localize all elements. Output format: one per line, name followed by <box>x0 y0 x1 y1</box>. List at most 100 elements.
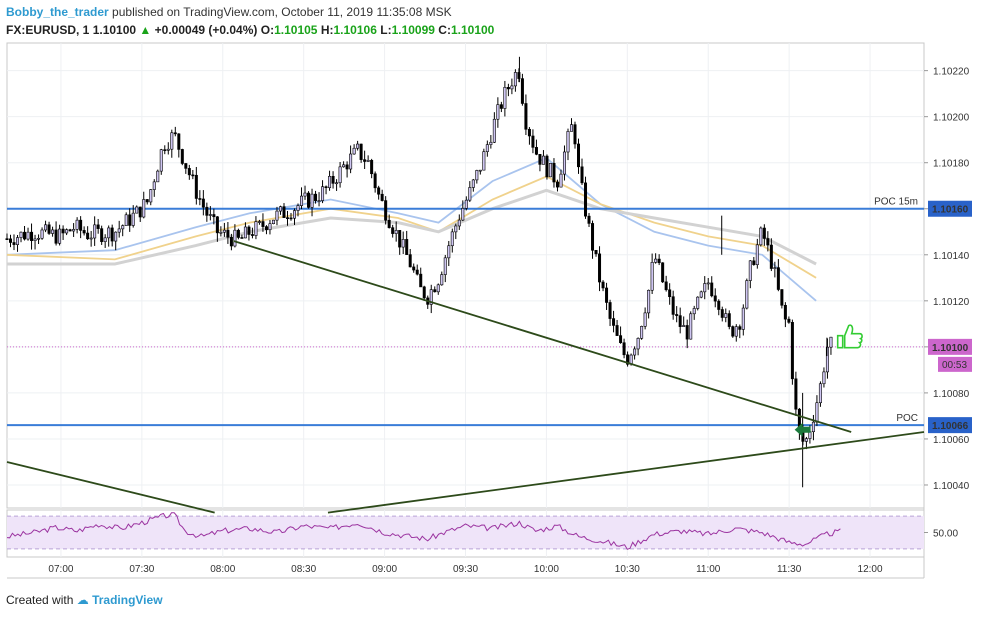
left-arrow-icon <box>794 422 811 437</box>
symbol-info: FX:EURUSD, 1 1.10100 ▲ +0.00049 (+0.04%)… <box>6 23 494 37</box>
candle <box>457 219 461 227</box>
tradingview-link[interactable]: TradingView <box>92 593 163 607</box>
candle <box>384 200 388 221</box>
candle <box>489 141 493 145</box>
y-tick-label: 1.10200 <box>933 113 970 124</box>
candle <box>335 182 339 185</box>
candle <box>338 166 342 184</box>
candle <box>443 257 447 275</box>
candle <box>555 181 559 188</box>
x-tick-label: 07:00 <box>48 564 73 575</box>
candle <box>271 219 275 224</box>
candle <box>229 236 233 247</box>
moving-average-line <box>7 188 817 266</box>
candle <box>19 231 23 238</box>
last-price: 1.10100 <box>92 23 137 37</box>
candle <box>149 189 153 203</box>
candle <box>264 226 268 231</box>
candle <box>534 147 538 155</box>
open-label: O: <box>260 23 275 37</box>
candle <box>236 229 240 238</box>
up-arrow-icon: ▲ <box>139 23 152 37</box>
candle <box>282 206 286 218</box>
candle <box>685 325 689 340</box>
candle <box>773 267 777 269</box>
high-label: H: <box>320 23 334 37</box>
candle <box>191 174 195 177</box>
y-tick-label: 1.10140 <box>933 251 970 262</box>
candle <box>703 283 707 293</box>
candle <box>121 225 125 230</box>
candle <box>734 326 738 337</box>
candle <box>745 280 749 309</box>
candle <box>275 210 279 221</box>
author-name[interactable]: Bobby_the_trader <box>6 5 109 19</box>
candle <box>657 258 661 264</box>
candle <box>398 230 402 248</box>
candle <box>373 173 377 189</box>
candle <box>622 342 626 356</box>
candle <box>419 273 423 288</box>
candle <box>296 205 300 211</box>
close-label: C: <box>438 23 451 37</box>
candle <box>156 170 160 183</box>
candle <box>257 221 261 223</box>
candle <box>184 163 188 169</box>
candle <box>324 186 328 189</box>
level-label: POC <box>896 413 918 424</box>
candle <box>790 322 794 380</box>
rsi-line <box>6 512 841 550</box>
level-price-tag <box>928 200 972 217</box>
candle <box>142 199 146 218</box>
candle <box>566 131 570 153</box>
candle <box>9 238 13 243</box>
candle <box>559 173 563 188</box>
candle <box>198 198 202 200</box>
candle <box>380 193 384 201</box>
candle <box>30 231 34 241</box>
candle <box>668 289 672 298</box>
tradingview-logo-icon: ☁ <box>76 593 89 607</box>
candle <box>478 169 482 172</box>
candle <box>177 133 181 150</box>
candle <box>717 300 721 310</box>
candle <box>79 219 83 231</box>
candle <box>208 214 212 216</box>
trendline <box>6 461 215 514</box>
candle <box>117 228 121 233</box>
candle <box>47 224 51 234</box>
candle <box>762 227 766 239</box>
candle <box>345 164 349 170</box>
candle <box>226 229 230 238</box>
candle <box>580 166 584 184</box>
candle <box>359 143 363 160</box>
candle <box>720 309 724 318</box>
x-tick-label: 08:00 <box>210 564 235 575</box>
candle <box>531 135 535 148</box>
candle <box>254 221 258 236</box>
candle <box>636 337 640 350</box>
candle <box>724 313 728 318</box>
candle <box>54 229 58 244</box>
trendline <box>233 240 852 433</box>
candle <box>517 72 521 79</box>
candle <box>601 281 605 289</box>
candle <box>692 308 696 315</box>
candle <box>240 237 244 239</box>
candle <box>496 104 500 120</box>
candle <box>450 231 454 247</box>
candle <box>222 229 226 233</box>
candle <box>58 228 62 244</box>
low-label: L: <box>380 23 392 37</box>
x-tick-label: 09:00 <box>372 564 397 575</box>
candle <box>513 72 517 87</box>
candle <box>44 224 48 231</box>
candle <box>159 149 163 172</box>
candle <box>818 383 822 404</box>
candle <box>741 307 745 330</box>
candle <box>5 238 9 240</box>
candle <box>331 176 335 184</box>
candle <box>278 206 282 212</box>
x-tick-label: 10:30 <box>615 564 640 575</box>
